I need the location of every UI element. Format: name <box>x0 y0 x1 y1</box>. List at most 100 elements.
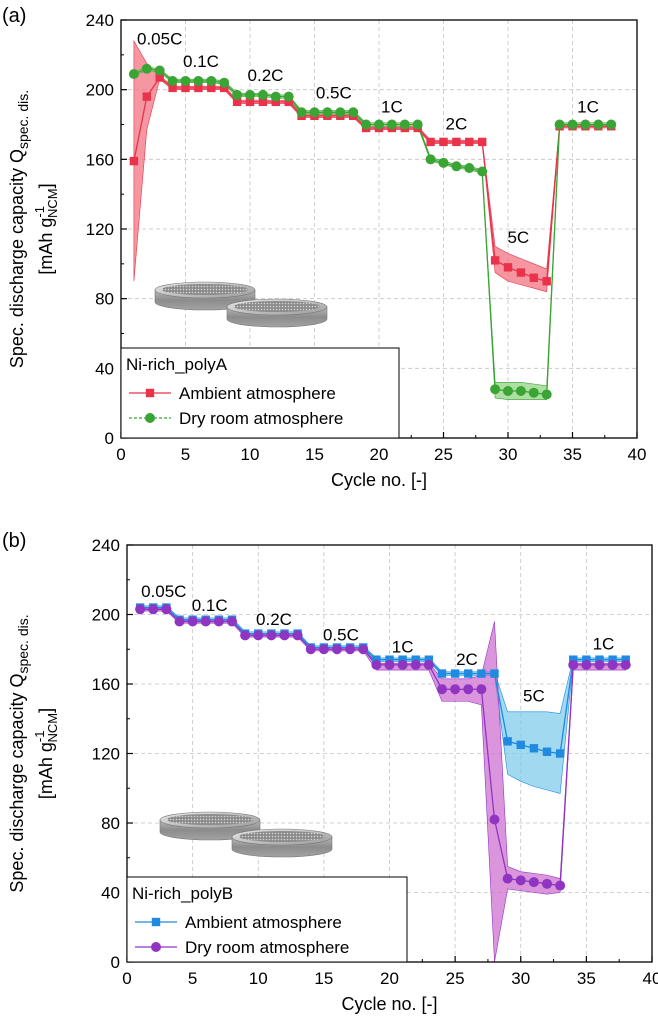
data-point <box>516 740 525 750</box>
data-point <box>437 669 447 678</box>
data-point <box>542 747 552 756</box>
data-point <box>529 273 538 282</box>
data-point <box>451 161 462 172</box>
data-point <box>542 878 552 889</box>
coin-cell-mesh <box>234 301 320 312</box>
data-point <box>426 137 435 147</box>
data-point <box>438 157 449 168</box>
coin-cell <box>231 828 333 858</box>
data-point <box>595 655 604 664</box>
data-point <box>567 119 578 130</box>
legend-title: Ni-rich_polyB <box>132 884 233 903</box>
y-unit-subscript: NCM <box>45 188 60 218</box>
x-tick-label: 15 <box>314 969 333 988</box>
y-tick-label: 200 <box>86 81 114 100</box>
data-point <box>206 75 217 86</box>
data-point <box>478 137 487 147</box>
legend-label: Ambient atmosphere <box>185 913 342 932</box>
y-unit-close: ] <box>36 183 56 188</box>
data-point <box>477 166 488 177</box>
y-tick-label: 80 <box>101 814 120 833</box>
data-point <box>568 659 579 670</box>
data-point <box>424 655 434 664</box>
data-point <box>371 659 382 670</box>
series-markers-0 <box>129 73 616 286</box>
data-point <box>361 119 372 130</box>
data-point <box>490 669 499 678</box>
data-point <box>607 659 618 670</box>
x-tick-label: 0 <box>116 445 125 464</box>
y-tick-label: 240 <box>92 536 120 555</box>
series-line-1 <box>133 68 612 396</box>
x-axis-label: Cycle no. [-] <box>331 470 427 490</box>
y-unit-text: [mAh g <box>36 742 56 799</box>
data-point <box>582 655 591 664</box>
data-point <box>594 659 605 670</box>
data-point <box>279 630 290 641</box>
x-tick-label: 10 <box>241 445 260 464</box>
data-point <box>213 616 224 627</box>
data-point <box>384 659 395 670</box>
data-point <box>450 669 460 678</box>
coin-cells-illustration <box>159 811 333 858</box>
data-point <box>292 630 303 641</box>
data-point <box>385 655 394 664</box>
panel-label: (b) <box>2 530 26 552</box>
x-tick-label: 30 <box>511 969 530 988</box>
data-point <box>490 384 501 395</box>
y-axis-label-line2: [mAh g-1NCM] <box>32 708 60 799</box>
y-tick-label: 160 <box>86 150 114 169</box>
data-point <box>490 256 500 265</box>
c-rate-label: 0.1C <box>183 52 219 71</box>
data-point <box>386 119 397 130</box>
data-point <box>332 644 342 655</box>
c-rate-label: 1C <box>577 97 599 116</box>
data-point <box>167 75 178 86</box>
data-point <box>258 97 268 107</box>
data-point <box>181 83 190 93</box>
error-band-series-0 <box>133 39 612 293</box>
data-point <box>425 154 436 165</box>
legend-title: Ni-rich_polyA <box>126 355 228 374</box>
coin-cell-mesh <box>167 814 253 825</box>
data-point <box>581 659 592 670</box>
data-point <box>503 385 513 396</box>
data-point <box>423 659 434 670</box>
y-axis-label-line1: Spec. discharge capacity Qspec. dis. <box>7 90 31 368</box>
coin-cell-mesh <box>239 831 325 842</box>
y-tick-label: 120 <box>92 745 120 764</box>
y-tick-label: 80 <box>95 290 114 309</box>
data-point <box>452 137 461 147</box>
data-point <box>187 616 198 627</box>
data-point <box>569 655 578 664</box>
data-point <box>555 749 565 758</box>
y-axis-label-subscript: spec. dis. <box>15 614 31 673</box>
data-point <box>554 119 565 130</box>
data-point <box>266 630 277 641</box>
legend-label: Dry room atmosphere <box>185 938 349 957</box>
c-rate-label: 1C <box>593 634 615 653</box>
data-point <box>411 655 420 664</box>
data-point <box>194 83 203 93</box>
x-tick-label: 5 <box>181 445 190 464</box>
data-point <box>240 630 251 641</box>
series-line-0 <box>133 76 612 283</box>
c-rate-label: 2C <box>446 115 468 134</box>
data-point <box>296 107 307 118</box>
data-point <box>180 75 191 86</box>
x-tick-label: 25 <box>434 445 453 464</box>
data-point <box>245 97 255 107</box>
x-tick-label: 40 <box>643 969 658 988</box>
c-rate-label: 0.2C <box>256 610 292 629</box>
data-point <box>515 385 526 396</box>
data-point <box>465 137 474 147</box>
data-point <box>412 119 423 130</box>
x-axis-label: Cycle no. [-] <box>341 994 437 1014</box>
data-point <box>477 669 486 678</box>
series-markers-1 <box>128 63 617 400</box>
legend-box <box>126 876 408 963</box>
x-tick-label: 20 <box>380 969 399 988</box>
data-point <box>476 684 487 695</box>
c-rate-label: 5C <box>507 228 529 247</box>
